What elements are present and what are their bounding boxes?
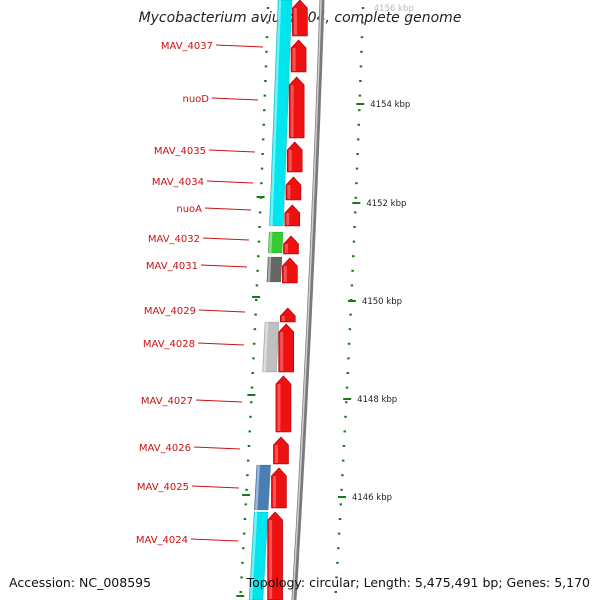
cds-highlight-4 — [287, 185, 291, 199]
cyan-feature-bottom-highlight — [249, 511, 258, 600]
kbp-label-4156: 4156 kbp — [374, 4, 414, 14]
leader-line-MAV_4031 — [200, 264, 248, 268]
lightgray-feature-highlight — [263, 321, 269, 373]
leader-line-MAV_4028 — [197, 342, 245, 346]
cds-highlight-0 — [293, 8, 297, 35]
leader-line-MAV_4034 — [206, 180, 254, 184]
cds-highlight-8 — [281, 316, 285, 321]
gene-label-nuoA: nuoA — [176, 204, 202, 215]
leader-line-MAV_4037 — [215, 44, 264, 48]
cyan-feature-bottom — [248, 511, 269, 600]
backbone-line — [291, 0, 325, 600]
cds-highlight-5 — [286, 213, 290, 225]
gene-label-MAV_4024: MAV_4024 — [136, 535, 188, 546]
lightgray-feature — [262, 321, 280, 373]
cds-highlight-6 — [284, 244, 288, 253]
backbone-highlight — [292, 0, 322, 600]
gene-label-MAV_4032: MAV_4032 — [148, 234, 200, 245]
kbp-label-4146: 4146 kbp — [352, 493, 392, 503]
cds-highlight-7 — [283, 266, 287, 282]
kbp-label-4150: 4150 kbp — [362, 297, 402, 307]
leader-line-MAV_4027 — [195, 399, 243, 403]
cyan-feature-top — [269, 0, 293, 227]
leader-line-nuoA — [204, 207, 252, 211]
cds-highlight-3 — [288, 150, 292, 171]
accession-text: Accession: NC_008595 — [9, 575, 152, 590]
leader-line-MAV_4035 — [208, 149, 256, 153]
leader-line-nuoD — [211, 97, 259, 101]
kbp-label-4152: 4152 kbp — [366, 199, 406, 209]
cds-highlight-11 — [274, 445, 278, 463]
cds-highlight-12 — [272, 476, 276, 507]
leader-line-MAV_4025 — [191, 485, 240, 489]
cds-highlight-9 — [280, 332, 284, 371]
cds-highlight-2 — [290, 85, 294, 137]
cds-highlight-1 — [292, 48, 296, 71]
darkgray-feature — [266, 256, 283, 283]
leader-line-MAV_4026 — [193, 446, 241, 450]
gene-label-MAV_4037: MAV_4037 — [161, 41, 213, 52]
gene-label-MAV_4026: MAV_4026 — [139, 443, 191, 454]
leader-line-MAV_4029 — [198, 309, 246, 313]
leader-line-MAV_4032 — [202, 237, 250, 241]
kbp-label-4148: 4148 kbp — [357, 395, 397, 405]
gene-label-MAV_4027: MAV_4027 — [141, 396, 193, 407]
gene-label-MAV_4028: MAV_4028 — [143, 339, 195, 350]
gene-label-MAV_4031: MAV_4031 — [146, 261, 198, 272]
gene-label-nuoD: nuoD — [183, 94, 210, 105]
kbp-label-4154: 4154 kbp — [370, 100, 410, 110]
steelblue-feature — [253, 464, 271, 511]
topology-text: Topology: circular; Length: 5,475,491 bp… — [246, 575, 590, 590]
cyan-feature-top-highlight — [270, 0, 282, 227]
darkgray-feature-highlight — [267, 256, 272, 283]
cds-highlight-10 — [277, 384, 281, 431]
gene-label-MAV_4034: MAV_4034 — [152, 177, 204, 188]
green-feature — [267, 231, 284, 254]
cds-highlight-13 — [269, 520, 273, 599]
leader-line-MAV_4024 — [190, 538, 239, 542]
green-feature-highlight — [268, 231, 273, 254]
steelblue-feature-highlight — [254, 464, 260, 511]
gene-label-MAV_4025: MAV_4025 — [137, 482, 189, 493]
gene-label-MAV_4035: MAV_4035 — [154, 146, 206, 157]
gene-label-MAV_4029: MAV_4029 — [144, 306, 196, 317]
